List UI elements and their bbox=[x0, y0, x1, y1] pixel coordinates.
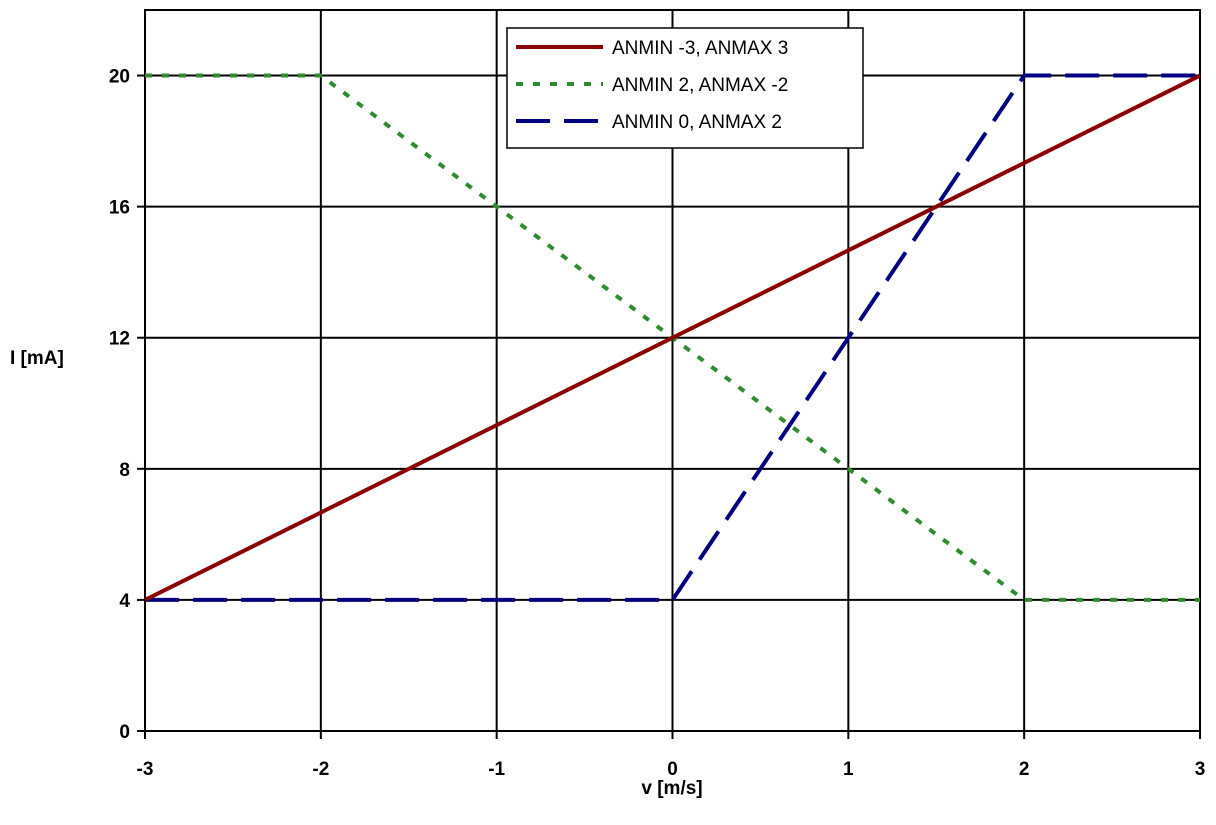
x-tick-labels: -3 -2 -1 0 1 2 3 bbox=[137, 731, 1206, 780]
series-line-1 bbox=[144, 73, 1201, 602]
x-tick-label: -3 bbox=[137, 759, 154, 780]
x-tick-label: 3 bbox=[1195, 759, 1206, 780]
series-line-3 bbox=[145, 73, 1200, 602]
series-layer bbox=[144, 73, 1201, 602]
legend-label-3: ANMIN 0, ANMAX 2 bbox=[612, 112, 782, 133]
y-tick-labels: 0 4 8 12 16 20 bbox=[109, 67, 145, 743]
x-tick-label: 2 bbox=[1019, 759, 1030, 780]
y-axis-label: I [mA] bbox=[10, 348, 64, 369]
legend-label-2: ANMIN 2, ANMAX -2 bbox=[612, 75, 788, 96]
y-tick-label: 12 bbox=[109, 329, 130, 350]
y-tick-label: 16 bbox=[109, 198, 130, 219]
y-tick-label: 8 bbox=[119, 460, 130, 481]
x-tick-label: 1 bbox=[843, 759, 854, 780]
legend: ANMIN -3, ANMAX 3 ANMIN 2, ANMAX -2 ANMIN … bbox=[506, 27, 864, 149]
y-tick-label: 0 bbox=[119, 722, 130, 743]
x-tick-label: -2 bbox=[312, 759, 329, 780]
x-tick-label: 0 bbox=[667, 759, 678, 780]
x-tick-label: -1 bbox=[488, 759, 505, 780]
y-tick-label: 4 bbox=[119, 591, 130, 612]
y-tick-label: 20 bbox=[109, 67, 130, 88]
legend-label-1: ANMIN -3, ANMAX 3 bbox=[612, 38, 788, 59]
x-axis-label: v [m/s] bbox=[641, 778, 702, 799]
